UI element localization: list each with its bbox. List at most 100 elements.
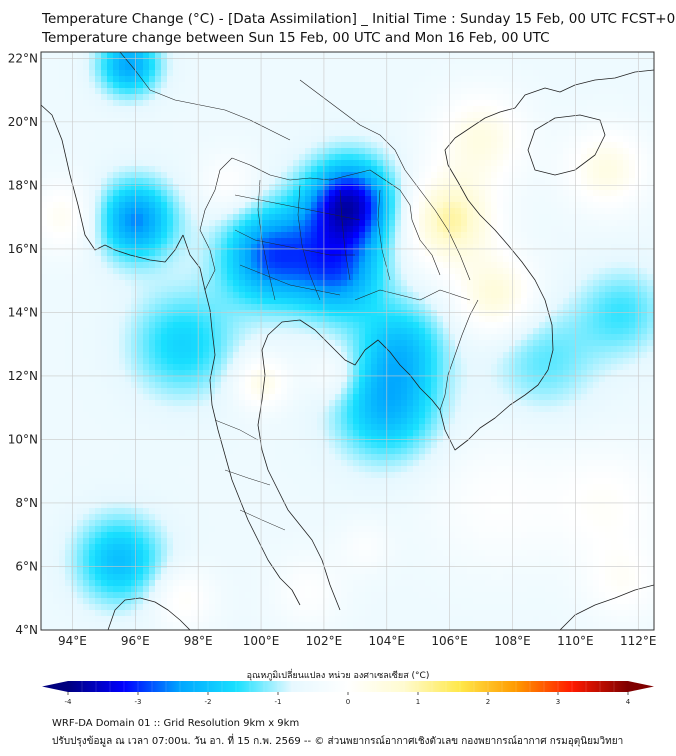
temperature-cell	[263, 178, 269, 184]
temperature-cell	[215, 136, 221, 142]
temperature-cell	[239, 190, 245, 196]
temperature-cell	[419, 250, 425, 256]
temperature-cell	[227, 202, 233, 208]
temperature-cell	[215, 328, 221, 334]
temperature-cell	[209, 112, 215, 118]
temperature-cell	[503, 100, 509, 106]
temperature-cell	[191, 322, 197, 328]
temperature-cell	[107, 340, 113, 346]
temperature-cell	[383, 280, 389, 286]
temperature-cell	[143, 166, 149, 172]
temperature-cell	[401, 328, 407, 334]
temperature-cell	[371, 304, 377, 310]
temperature-cell	[191, 64, 197, 70]
temperature-cell	[293, 130, 299, 136]
temperature-cell	[419, 256, 425, 262]
temperature-cell	[161, 310, 167, 316]
temperature-cell	[551, 328, 557, 334]
temperature-cell	[293, 340, 299, 346]
temperature-cell	[479, 274, 485, 280]
temperature-cell	[191, 88, 197, 94]
temperature-cell	[605, 310, 611, 316]
temperature-cell	[419, 52, 425, 58]
temperature-cell	[413, 124, 419, 130]
temperature-cell	[647, 124, 653, 130]
temperature-cell	[593, 286, 599, 292]
temperature-cell	[317, 58, 323, 64]
temperature-cell	[503, 154, 509, 160]
temperature-cell	[335, 130, 341, 136]
temperature-cell	[65, 130, 71, 136]
temperature-cell	[305, 244, 311, 250]
temperature-cell	[317, 238, 323, 244]
temperature-cell	[581, 220, 587, 226]
temperature-cell	[77, 160, 83, 166]
temperature-cell	[101, 94, 107, 100]
temperature-cell	[497, 316, 503, 322]
temperature-cell	[197, 142, 203, 148]
temperature-cell	[83, 184, 89, 190]
temperature-cell	[101, 316, 107, 322]
temperature-cell	[107, 100, 113, 106]
temperature-cell	[491, 274, 497, 280]
temperature-cell	[527, 334, 533, 340]
temperature-cell	[131, 100, 137, 106]
temperature-cell	[293, 148, 299, 154]
temperature-cell	[323, 142, 329, 148]
temperature-cell	[533, 220, 539, 226]
temperature-cell	[311, 334, 317, 340]
temperature-cell	[461, 328, 467, 334]
temperature-cell	[521, 190, 527, 196]
temperature-cell	[89, 220, 95, 226]
temperature-cell	[239, 82, 245, 88]
temperature-cell	[251, 274, 257, 280]
temperature-cell	[329, 166, 335, 172]
temperature-cell	[263, 166, 269, 172]
temperature-cell	[575, 160, 581, 166]
temperature-cell	[173, 262, 179, 268]
temperature-cell	[425, 220, 431, 226]
temperature-cell	[221, 280, 227, 286]
temperature-cell	[137, 106, 143, 112]
temperature-cell	[233, 58, 239, 64]
temperature-cell	[569, 76, 575, 82]
temperature-cell	[641, 268, 647, 274]
temperature-cell	[101, 214, 107, 220]
temperature-cell	[371, 88, 377, 94]
temperature-cell	[275, 208, 281, 214]
temperature-cell	[533, 130, 539, 136]
temperature-cell	[563, 322, 569, 328]
temperature-cell	[647, 190, 653, 196]
temperature-cell	[335, 208, 341, 214]
temperature-cell	[437, 130, 443, 136]
temperature-cell	[467, 244, 473, 250]
temperature-cell	[647, 70, 653, 76]
temperature-cell	[611, 202, 617, 208]
temperature-cell	[209, 130, 215, 136]
temperature-cell	[155, 298, 161, 304]
temperature-cell	[377, 274, 383, 280]
temperature-cell	[71, 214, 77, 220]
temperature-cell	[581, 190, 587, 196]
temperature-cell	[161, 160, 167, 166]
temperature-cell	[575, 64, 581, 70]
temperature-cell	[209, 160, 215, 166]
temperature-cell	[509, 250, 515, 256]
temperature-cell	[335, 148, 341, 154]
temperature-cell	[461, 226, 467, 232]
temperature-cell	[623, 304, 629, 310]
temperature-cell	[269, 112, 275, 118]
temperature-cell	[107, 274, 113, 280]
temperature-cell	[485, 130, 491, 136]
temperature-cell	[599, 94, 605, 100]
temperature-cell	[509, 94, 515, 100]
temperature-cell	[227, 88, 233, 94]
temperature-cell	[407, 238, 413, 244]
temperature-cell	[395, 112, 401, 118]
temperature-cell	[443, 196, 449, 202]
temperature-cell	[161, 196, 167, 202]
temperature-cell	[89, 172, 95, 178]
temperature-cell	[371, 250, 377, 256]
temperature-cell	[233, 298, 239, 304]
temperature-cell	[593, 262, 599, 268]
